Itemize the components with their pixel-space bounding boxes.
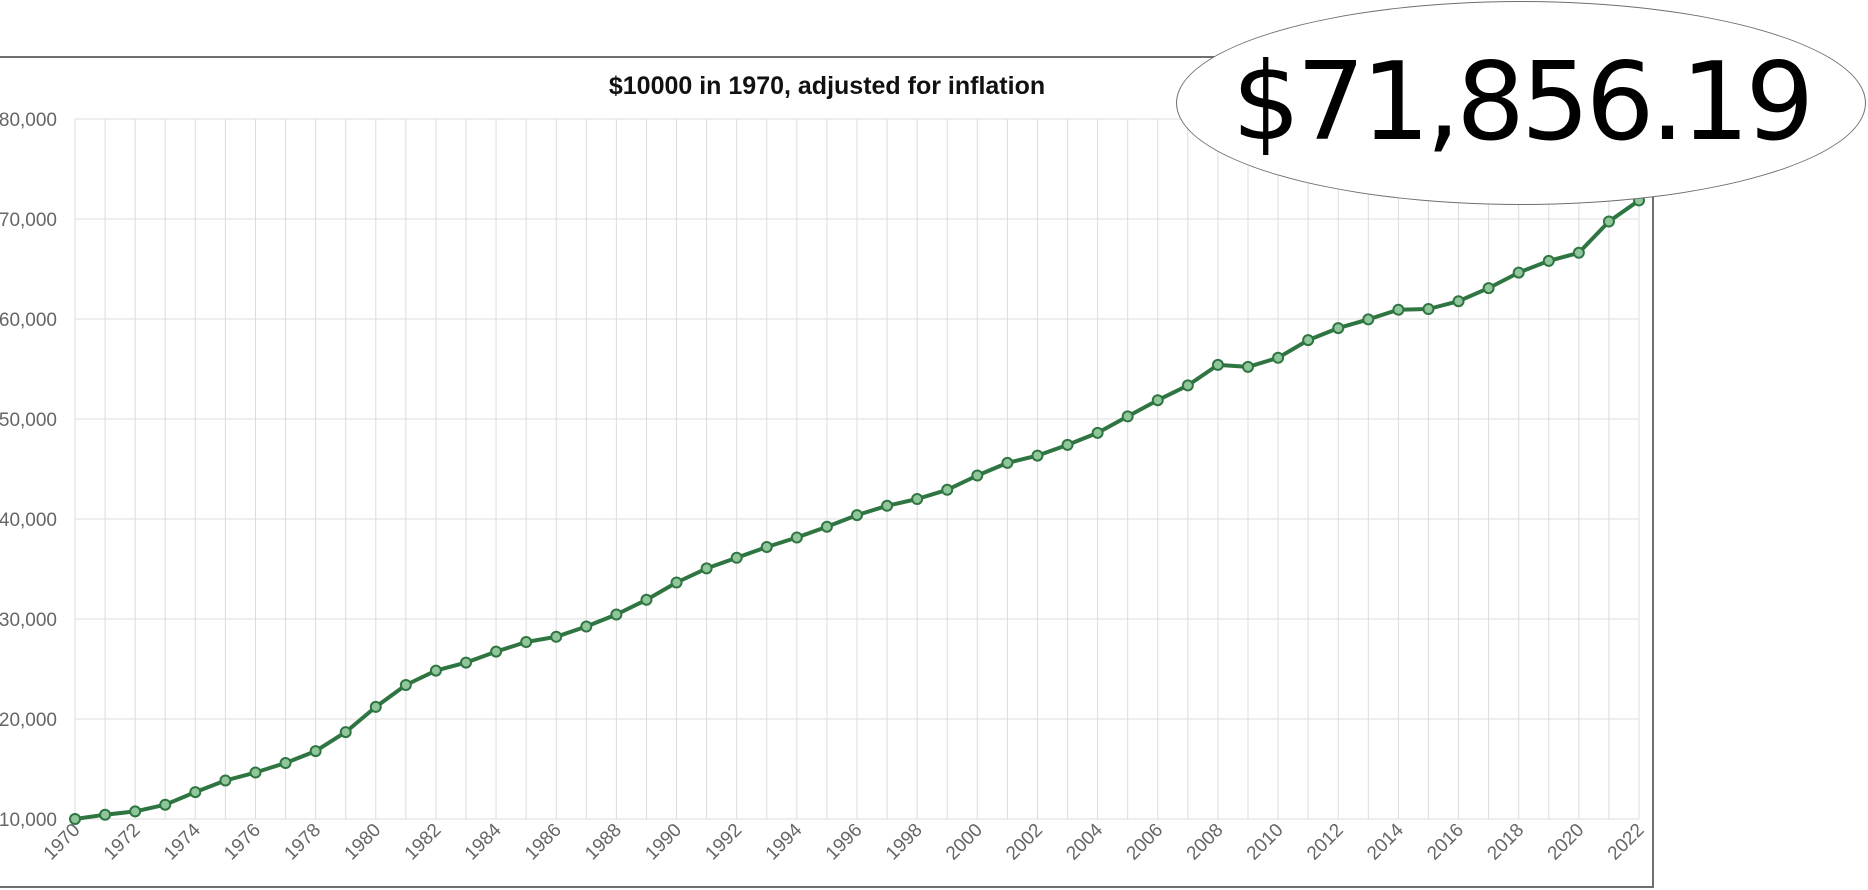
data-point <box>1422 303 1435 315</box>
data-point <box>1392 303 1405 316</box>
data-point <box>700 562 713 575</box>
data-point <box>1151 394 1164 407</box>
x-tick-label: 1982 <box>401 820 446 865</box>
data-point <box>189 786 202 799</box>
data-point <box>760 541 773 553</box>
data-point <box>1121 410 1134 423</box>
data-point <box>219 774 232 787</box>
final-value-bubble: $71,856.19 <box>1176 1 1866 205</box>
x-tick-label: 1986 <box>521 820 566 865</box>
x-tick-label: 2020 <box>1544 820 1589 865</box>
x-tick-label: 1980 <box>341 820 386 865</box>
y-tick-label: 80,000 <box>0 110 57 131</box>
x-tick-label: 1988 <box>581 820 626 865</box>
x-tick-label: 2012 <box>1303 820 1348 865</box>
data-point <box>790 531 803 544</box>
data-point <box>580 620 593 633</box>
x-tick-label: 1976 <box>220 820 265 865</box>
data-point <box>550 630 563 643</box>
data-point <box>99 808 112 821</box>
x-tick-label: 1984 <box>461 819 506 864</box>
x-tick-label: 2010 <box>1243 820 1288 865</box>
data-point <box>490 645 503 658</box>
x-tick-label: 1990 <box>641 820 686 865</box>
data-point <box>640 593 653 606</box>
data-point <box>1031 449 1044 462</box>
data-point <box>1572 246 1585 259</box>
x-tick-label: 2004 <box>1062 819 1107 864</box>
data-point <box>369 700 382 713</box>
y-tick-label: 60,000 <box>0 310 57 331</box>
y-tick-label: 40,000 <box>0 510 57 531</box>
x-tick-label: 1996 <box>822 820 867 865</box>
data-point <box>1091 426 1104 439</box>
x-tick-label: 1994 <box>762 819 807 864</box>
data-point <box>610 608 623 621</box>
y-tick-label: 30,000 <box>0 610 57 631</box>
data-point <box>670 576 683 589</box>
data-point <box>911 493 924 505</box>
data-point <box>1181 379 1194 392</box>
data-point <box>1061 438 1074 451</box>
y-tick-label: 70,000 <box>0 210 57 231</box>
y-tick-label: 50,000 <box>0 410 57 431</box>
data-point <box>1211 358 1224 371</box>
x-tick-label: 1974 <box>160 819 205 864</box>
data-point <box>460 656 472 669</box>
data-point <box>1362 313 1375 326</box>
x-tick-label: 2008 <box>1183 820 1228 865</box>
data-point <box>1512 266 1525 279</box>
data-point <box>520 636 533 648</box>
data-point <box>429 664 442 677</box>
data-point <box>1332 322 1345 335</box>
data-point <box>851 509 863 522</box>
x-tick-label: 2000 <box>942 820 987 865</box>
x-tick-label: 1978 <box>280 820 325 865</box>
data-point <box>941 483 954 496</box>
x-tick-label: 2006 <box>1123 820 1168 865</box>
data-point <box>1001 456 1014 469</box>
data-point <box>730 551 743 564</box>
data-point <box>279 757 292 769</box>
x-tick-label: 1992 <box>701 820 746 865</box>
final-value-text: $71,856.19 <box>1231 40 1814 165</box>
data-point <box>309 745 322 758</box>
data-point <box>399 679 412 691</box>
data-point <box>881 499 894 512</box>
data-point <box>1452 295 1465 308</box>
x-tick-label: 2014 <box>1363 819 1408 864</box>
data-point <box>971 469 984 482</box>
x-tick-label: 1972 <box>100 820 145 865</box>
data-point <box>1602 215 1615 228</box>
x-tick-label: 2018 <box>1483 820 1528 865</box>
x-tick-label: 2022 <box>1604 820 1649 865</box>
data-point <box>159 798 172 811</box>
data-point <box>1242 360 1254 373</box>
y-tick-label: 20,000 <box>0 710 57 731</box>
data-point <box>1482 282 1495 295</box>
data-point <box>129 805 142 818</box>
data-point <box>1302 334 1315 347</box>
data-point <box>1272 351 1285 364</box>
data-point <box>339 726 352 739</box>
y-tick-label: 10,000 <box>0 810 57 831</box>
data-point <box>69 813 81 825</box>
data-point <box>1542 254 1555 267</box>
x-tick-label: 2016 <box>1423 820 1468 865</box>
chart-title: $10000 in 1970, adjusted for inflation <box>608 72 1046 100</box>
x-tick-label: 2002 <box>1002 820 1047 865</box>
x-tick-label: 1998 <box>882 820 927 865</box>
data-point <box>249 766 262 779</box>
data-point <box>820 520 833 533</box>
